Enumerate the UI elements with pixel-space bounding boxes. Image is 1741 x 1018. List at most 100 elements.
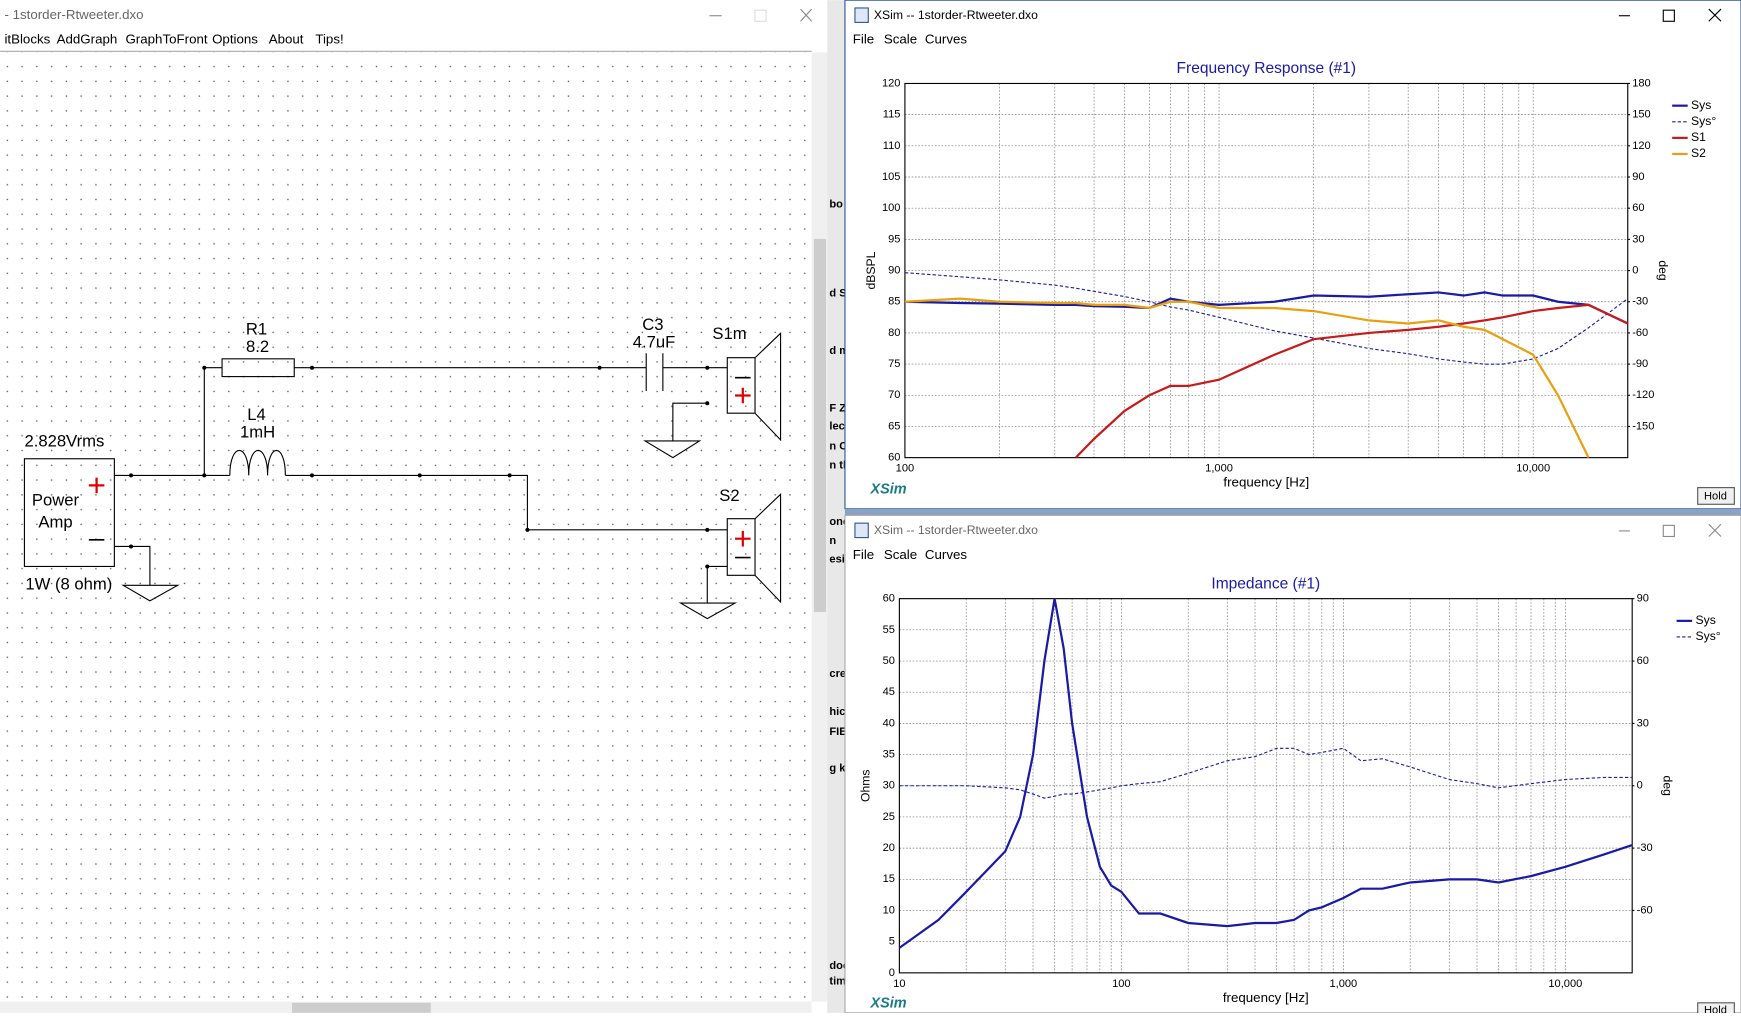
fragment: doc — [829, 960, 849, 972]
menu-item[interactable]: GraphToFront — [125, 32, 207, 47]
menu-item[interactable]: Scale — [884, 547, 917, 562]
y2-axis-label: deg — [1660, 776, 1674, 796]
legend-label: Sys° — [1695, 629, 1720, 643]
menu-item[interactable]: File — [853, 32, 874, 47]
legend-label: Sys — [1695, 613, 1715, 627]
y2-tick-label: -30 — [1637, 842, 1653, 854]
fragment: n C — [829, 440, 847, 452]
label: S2 — [719, 486, 739, 505]
chart: 100 1,000 10,000 60 65 70 75 80 85 90 95 100 105 110 1… — [864, 60, 1717, 490]
menu-item[interactable]: Tips! — [315, 32, 343, 47]
y-tick-label: 65 — [888, 420, 900, 432]
fragment: tim — [829, 976, 846, 988]
ground — [121, 440, 738, 620]
editor-window: - 1storder-Rtweeter.dxo itBlocks AddGrap… — [0, 0, 830, 1013]
legend-label: S2 — [1691, 146, 1706, 160]
window-controls[interactable] — [1618, 523, 1722, 538]
y-tick-label: 30 — [883, 780, 895, 792]
plot-frame — [904, 82, 1629, 459]
label: 1mH — [240, 423, 275, 442]
menu-item[interactable]: Options — [212, 32, 258, 47]
menu-item[interactable]: Curves — [925, 32, 968, 47]
speaker[interactable] — [726, 331, 782, 604]
series-line — [904, 297, 1590, 459]
window-title: XSim -- 1storder-Rtweeter.dxo — [874, 523, 1038, 537]
x-tick-label: 100 — [1112, 978, 1131, 990]
y-tick-label: 80 — [888, 327, 900, 339]
menu-item[interactable]: AddGraph — [57, 32, 118, 47]
y-tick-label: 5 — [889, 936, 895, 948]
window-controls[interactable] — [709, 8, 813, 22]
menu-item[interactable]: File — [853, 547, 874, 562]
y-tick-label: 90 — [888, 264, 900, 276]
fragment: hic — [829, 706, 845, 718]
capacitor[interactable] — [645, 353, 664, 392]
fragment: one — [829, 516, 849, 528]
fragment: n — [829, 535, 836, 547]
menu-item[interactable]: Scale — [884, 32, 917, 47]
y2-tick-label: 120 — [1632, 140, 1651, 152]
y2-tick-label: -60 — [1632, 327, 1648, 339]
x-tick-label: 1,000 — [1329, 978, 1357, 990]
label: S1m — [712, 324, 746, 343]
window-title: - 1storder-Rtweeter.dxo — [4, 7, 143, 22]
label: C3 — [642, 315, 663, 334]
legend-label: S1 — [1691, 130, 1706, 144]
series-line — [898, 598, 1633, 949]
x-tick-label: 100 — [896, 463, 915, 475]
plus — [735, 387, 751, 547]
fragment: lec — [829, 420, 844, 432]
label: 1W (8 ohm) — [25, 575, 112, 594]
label: 4.7uF — [633, 333, 676, 352]
series-line — [899, 747, 1633, 799]
y-tick-label: 115 — [883, 109, 901, 121]
label: L4 — [247, 405, 266, 424]
y-tick-label: 120 — [882, 77, 901, 89]
x-tick-label: 1,000 — [1205, 463, 1233, 475]
resistor[interactable] — [221, 358, 295, 378]
menu-item[interactable]: Curves — [925, 547, 968, 562]
h-scroll-thumb[interactable] — [292, 1002, 431, 1013]
plus — [88, 477, 105, 494]
legend-label: Sys — [1691, 98, 1711, 112]
y2-tick-label: -30 — [1632, 296, 1648, 308]
y2-tick-label: -120 — [1632, 389, 1654, 401]
hold-button[interactable] — [1697, 487, 1735, 505]
button-label[interactable]: Hold — [1704, 490, 1727, 502]
label: Power — [32, 490, 80, 509]
y2-tick-label: 150 — [1632, 109, 1651, 121]
nodes — [129, 365, 710, 569]
y2-tick-label: 180 — [1632, 77, 1651, 89]
y2-tick-label: 60 — [1637, 655, 1649, 667]
app-icon — [854, 522, 869, 539]
inductor[interactable] — [229, 449, 286, 476]
x-axis-label: frequency [Hz] — [1223, 990, 1309, 1005]
legend-label: Sys° — [1691, 114, 1716, 128]
y-tick-label: 25 — [883, 811, 895, 823]
series-line — [1075, 303, 1629, 459]
y2-tick-label: 30 — [1637, 717, 1649, 729]
scroll-thumb[interactable] — [813, 238, 827, 612]
footer-logo: XSim — [870, 996, 907, 1012]
menu-item[interactable]: About — [269, 32, 304, 47]
y-tick-label: 60 — [888, 452, 900, 464]
y-tick-label: 100 — [882, 202, 901, 214]
window-controls[interactable] — [1618, 8, 1722, 22]
app-icon — [854, 7, 869, 23]
canvas-grid — [0, 52, 812, 1002]
y-tick-label: 20 — [883, 842, 895, 854]
x-tick-label: 10 — [893, 978, 905, 990]
window-gap — [844, 508, 1741, 516]
y-tick-label: 10 — [883, 904, 895, 916]
y-tick-label: 75 — [888, 358, 900, 370]
window-title: XSim -- 1storder-Rtweeter.dxo — [874, 8, 1038, 22]
y2-axis-label: deg — [1656, 260, 1670, 280]
menu-item[interactable]: itBlocks — [4, 32, 50, 47]
amp-box[interactable] — [23, 458, 115, 568]
button-label[interactable]: Hold — [1704, 1005, 1727, 1017]
chart-title: Impedance (#1) — [1211, 575, 1320, 592]
minus — [735, 376, 751, 559]
y-tick-label: 0 — [889, 967, 895, 979]
